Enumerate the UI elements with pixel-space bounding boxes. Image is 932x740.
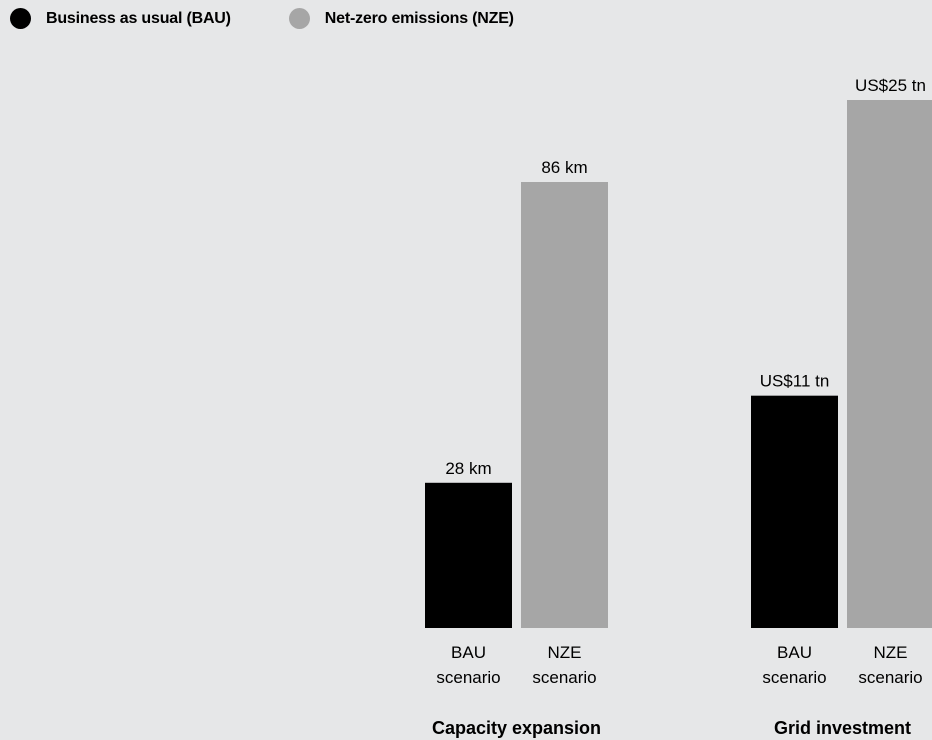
bar-nze bbox=[847, 100, 932, 628]
category-label-nze: scenario bbox=[532, 668, 596, 687]
legend-swatch-nze bbox=[288, 8, 310, 29]
bar-nze bbox=[521, 182, 608, 628]
legend-label-nze: Net-zero emissions (NZE) bbox=[324, 9, 514, 27]
category-label-bau: scenario bbox=[762, 668, 826, 687]
bar-bau bbox=[751, 395, 838, 628]
category-label-bau: scenario bbox=[436, 668, 500, 687]
legend-swatch-bau bbox=[10, 8, 31, 29]
bar-bau bbox=[425, 482, 512, 628]
value-label-nze: US$25 tn bbox=[855, 76, 926, 95]
category-label-nze: NZE bbox=[874, 643, 908, 662]
category-label-nze: scenario bbox=[858, 668, 922, 687]
category-label-nze: NZE bbox=[548, 643, 582, 662]
legend-item-nze: Net-zero emissions (NZE) bbox=[288, 8, 514, 29]
value-label-nze: 86 km bbox=[541, 158, 587, 177]
category-label-bau: BAU bbox=[777, 643, 812, 662]
group-title: Grid investment bbox=[774, 718, 911, 738]
value-label-bau: US$11 tn bbox=[760, 372, 830, 391]
group-title: Capacity expansion bbox=[432, 718, 601, 738]
value-label-bau: 28 km bbox=[445, 459, 491, 478]
legend-item-bau: Business as usual (BAU) bbox=[10, 8, 231, 29]
category-label-bau: BAU bbox=[451, 643, 486, 662]
legend-label-bau: Business as usual (BAU) bbox=[46, 9, 231, 27]
legend: Business as usual (BAU) Net-zero emissio… bbox=[10, 8, 572, 29]
